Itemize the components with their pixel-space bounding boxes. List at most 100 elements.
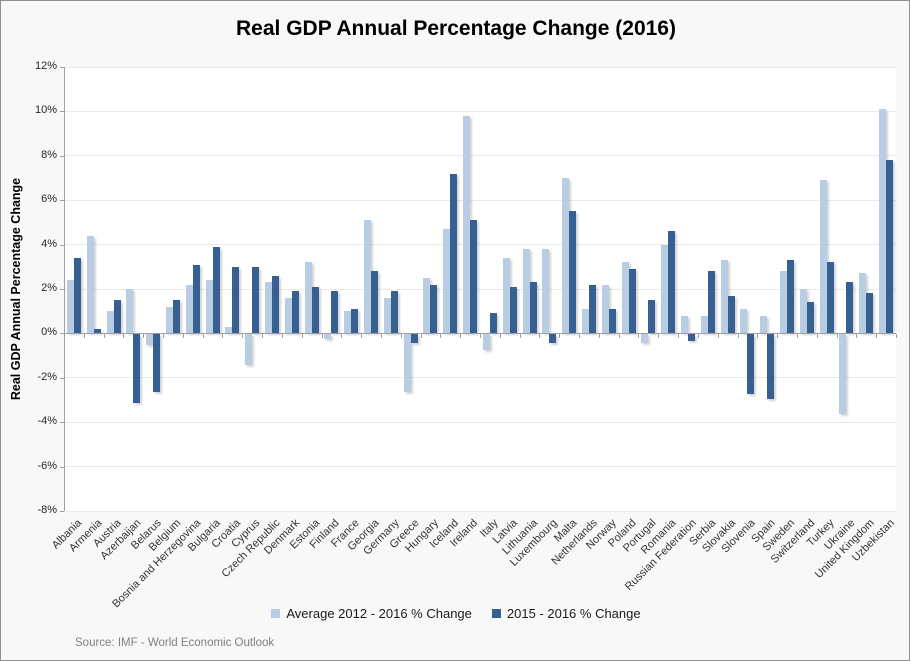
bar-poland-average <box>621 262 629 334</box>
x-axis-tick <box>519 334 521 339</box>
bar-spain-average <box>760 315 768 334</box>
x-axis-tick <box>480 334 481 339</box>
bar-uzbekistan-average <box>879 109 887 334</box>
x-axis-tick <box>757 334 759 339</box>
gridline <box>64 288 896 290</box>
y-axis-tick <box>60 333 64 335</box>
gridline <box>64 199 896 201</box>
bar-austria-latest <box>113 300 121 334</box>
x-axis-tick <box>598 334 600 339</box>
bar-lithuania-latest <box>529 282 537 334</box>
x-axis-tick <box>460 334 462 339</box>
x-axis-tick <box>341 334 343 339</box>
x-axis-tick <box>539 334 541 339</box>
x-axis-tick <box>301 334 303 339</box>
bar-united-kingdom-average <box>859 273 867 334</box>
bar-denmark-average <box>284 297 292 334</box>
bar-croatia-latest <box>232 266 240 334</box>
y-axis-tick-label: -2% <box>37 370 57 383</box>
x-axis-tick <box>796 334 798 339</box>
bar-bulgaria-latest <box>212 246 220 334</box>
bar-ireland-latest <box>470 220 478 334</box>
y-axis-tick <box>60 422 64 424</box>
x-axis-tick <box>103 334 105 339</box>
y-axis-tick-label: -4% <box>37 415 57 428</box>
gridline <box>64 155 896 157</box>
bar-azerbaijan-average <box>126 289 134 334</box>
x-axis-line <box>64 333 896 335</box>
bar-iceland-latest <box>450 173 458 334</box>
bar-malta-latest <box>569 211 577 334</box>
gridline <box>64 66 896 68</box>
x-axis-tick <box>182 334 184 339</box>
bar-portugal-latest <box>648 300 656 334</box>
bar-poland-latest <box>628 269 636 334</box>
bar-united-kingdom-latest <box>866 293 874 334</box>
y-axis-tick-label: -8% <box>37 504 57 516</box>
gridline <box>64 466 896 468</box>
x-axis-tick <box>717 334 719 339</box>
gridline <box>64 510 896 512</box>
bar-netherlands-latest <box>588 284 596 334</box>
bar-albania-latest <box>73 257 81 334</box>
bar-estonia-average <box>304 262 312 334</box>
x-axis-tick <box>242 334 244 339</box>
bar-finland-average <box>324 334 332 339</box>
gridline <box>64 110 896 112</box>
gridline <box>64 244 896 246</box>
bar-belarus-average <box>146 334 154 346</box>
bar-norway-latest <box>608 308 616 334</box>
bar-malta-average <box>562 178 570 334</box>
bar-bosnia-and-herzegovina-average <box>185 284 193 334</box>
bar-cyprus-average <box>245 334 253 366</box>
bar-ukraine-average <box>839 334 847 415</box>
bar-slovenia-latest <box>747 334 755 395</box>
bar-czech-republic-latest <box>272 275 279 334</box>
y-axis-tick-label: 10% <box>34 104 57 117</box>
x-axis-tick <box>143 334 145 339</box>
bar-france-average <box>344 311 352 334</box>
y-axis-tick-label: 8% <box>41 148 57 161</box>
legend-item-average: Average 2012 - 2016 % Change <box>271 606 472 621</box>
x-axis-tick <box>440 334 442 339</box>
bar-austria-average <box>106 311 114 334</box>
bar-turkey-average <box>819 180 827 334</box>
bar-azerbaijan-latest <box>133 334 141 404</box>
bar-sweden-average <box>780 271 788 334</box>
bar-hungary-latest <box>430 284 438 334</box>
bar-cyprus-latest <box>252 266 260 334</box>
y-axis-tick-label: 6% <box>41 193 57 206</box>
legend-swatch-latest-icon <box>491 608 501 618</box>
bar-romania-average <box>661 244 669 334</box>
x-axis-tick <box>559 334 561 339</box>
x-axis-tick <box>123 334 125 339</box>
chart-title: Real GDP Annual Percentage Change (2016) <box>236 17 676 40</box>
y-axis-tick-label: 12% <box>34 60 57 72</box>
bar-croatia-average <box>225 326 233 334</box>
bar-spain-latest <box>767 334 775 399</box>
bar-finland-latest <box>331 291 339 334</box>
bar-germany-latest <box>390 291 398 334</box>
gridline <box>64 377 896 379</box>
x-axis-tick <box>737 334 739 339</box>
bar-bosnia-and-herzegovina-latest <box>192 264 200 334</box>
bar-belarus-latest <box>153 334 161 393</box>
bar-luxembourg-latest <box>549 334 557 344</box>
bar-norway-average <box>601 284 609 334</box>
bar-russian-federation-latest <box>688 334 695 342</box>
x-axis-tick <box>321 334 323 339</box>
bar-netherlands-average <box>581 308 589 334</box>
y-axis-tick <box>60 511 64 512</box>
bar-iceland-average <box>443 229 451 334</box>
bar-albania-average <box>66 280 74 334</box>
y-axis-line <box>64 67 65 511</box>
bar-greece-latest <box>410 334 418 344</box>
bar-serbia-average <box>700 315 708 334</box>
bar-luxembourg-average <box>542 249 550 334</box>
bar-greece-average <box>403 334 411 393</box>
x-axis-tick <box>777 334 779 339</box>
x-axis-tick <box>281 334 283 339</box>
y-axis-tick <box>60 466 64 468</box>
x-axis-tick <box>202 334 204 339</box>
x-axis-tick <box>64 334 65 339</box>
